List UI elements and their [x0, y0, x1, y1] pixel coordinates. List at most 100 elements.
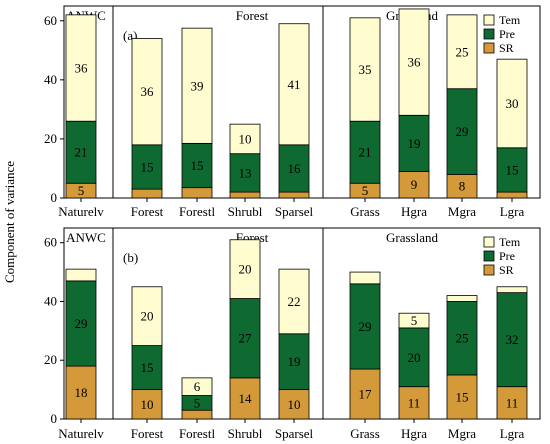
- bar-tem-lgra: [496, 286, 528, 294]
- bar-pre-lgra: [496, 147, 528, 193]
- bar-pre-naturelv: [65, 280, 97, 367]
- chart-panel-a: 0204060ANWCForestGrassland(a)52136Nature…: [44, 5, 541, 219]
- x-tick-label: Forest: [131, 204, 164, 219]
- legend-swatch-sr: [483, 42, 495, 54]
- data-label-sr: 11: [506, 395, 519, 410]
- bar-tem-lgra: [496, 58, 528, 149]
- data-label-pre: 21: [359, 145, 372, 160]
- bar-sr-forest: [131, 188, 163, 199]
- x-tick-label: Hgra: [401, 204, 427, 219]
- bar-tem-forestl: [181, 377, 213, 396]
- y-axis-label: Component of variance: [2, 161, 17, 283]
- bar-tem-mgra: [446, 14, 478, 90]
- y-tick-label: 0: [51, 190, 58, 205]
- x-tick-label: Naturelv: [58, 204, 104, 219]
- group-label: Forest: [236, 8, 269, 23]
- legend-label: Tem: [499, 13, 521, 27]
- data-label-sr: 5: [78, 183, 85, 198]
- x-tick-label: Forestl: [179, 204, 216, 219]
- data-label-tem: 36: [75, 61, 89, 76]
- bar-sr-lgra: [496, 386, 528, 420]
- panel-label: (b): [123, 250, 138, 265]
- x-tick-label: Forest: [131, 426, 164, 441]
- data-label-tem: 20: [239, 262, 252, 277]
- data-label-tem: 22: [288, 294, 301, 309]
- bar-pre-grass: [349, 283, 381, 370]
- bar-tem-shrubl: [229, 123, 261, 155]
- bar-tem-sparsel: [278, 268, 310, 335]
- bar-pre-naturelv: [65, 120, 97, 184]
- data-label-sr: 9: [411, 177, 418, 192]
- data-label-pre: 27: [239, 331, 253, 346]
- y-tick-label: 20: [44, 352, 57, 367]
- bar-sr-shrubl: [229, 377, 261, 420]
- legend-label: SR: [499, 263, 514, 277]
- bar-sr-naturelv: [65, 365, 97, 420]
- data-label-sr: 10: [141, 397, 154, 412]
- x-tick-label: Lgra: [500, 204, 525, 219]
- bar-pre-grass: [349, 120, 381, 184]
- data-label-sr: 10: [288, 397, 301, 412]
- bar-pre-shrubl: [229, 153, 261, 193]
- data-label-sr: 17: [359, 387, 373, 402]
- group-label: Grassland: [386, 230, 438, 245]
- data-label-tem: 25: [456, 44, 469, 59]
- bar-sr-sparsel: [278, 191, 310, 199]
- data-label-tem: 39: [191, 78, 204, 93]
- y-tick-label: 60: [44, 235, 57, 250]
- data-label-pre: 20: [408, 350, 421, 365]
- bar-tem-naturelv: [65, 268, 97, 282]
- data-label-tem: 6: [194, 379, 201, 394]
- chart-panel-b: 0 20 40 60 ANWC Forest Grassland (b) 18 29 Naturel…: [44, 227, 541, 441]
- x-tick-label: Sparsel: [275, 426, 314, 441]
- legend-swatch-tem: [483, 14, 495, 26]
- legend-swatch-tem: [483, 236, 495, 248]
- bar-tem-forest: [131, 38, 163, 146]
- data-label-pre: 15: [506, 162, 519, 177]
- bar-sr-forest: [131, 389, 163, 420]
- data-label-tem: 36: [141, 84, 155, 99]
- x-tick-label: Naturelv: [58, 426, 104, 441]
- bar-tem-hgra: [398, 8, 430, 116]
- bar-pre-hgra: [398, 327, 430, 388]
- bar-sr-forestl: [181, 187, 213, 199]
- data-label-sr: 14: [239, 391, 253, 406]
- data-label-sr: 8: [459, 179, 466, 194]
- legend-label: Tem: [499, 235, 521, 249]
- x-tick-label: Grass: [350, 204, 380, 219]
- data-label-pre: 15: [191, 158, 204, 173]
- data-label-sr: 11: [408, 395, 421, 410]
- bar-pre-sparsel: [278, 144, 310, 193]
- group-label: ANWC: [66, 230, 106, 245]
- y-tick-label: 60: [44, 13, 57, 28]
- x-tick-label: Hgra: [401, 426, 427, 441]
- data-label-pre: 25: [456, 331, 469, 346]
- data-label-pre: 19: [408, 136, 421, 151]
- legend-label: Pre: [499, 249, 515, 263]
- data-label-pre: 5: [194, 395, 201, 410]
- bar-tem-shrubl: [229, 239, 261, 299]
- bar-sr-hgra: [398, 171, 430, 199]
- data-label-pre: 19: [288, 354, 301, 369]
- bar-tem-sparsel: [278, 23, 310, 146]
- data-label-pre: 29: [75, 316, 88, 331]
- data-label-sr: 5: [362, 183, 369, 198]
- bar-tem-forestl: [181, 27, 213, 144]
- x-tick-label: Sparsel: [275, 204, 314, 219]
- x-tick-label: Shrubl: [228, 426, 263, 441]
- legend-label: SR: [499, 41, 514, 55]
- data-label-pre: 15: [141, 360, 154, 375]
- data-label-pre: 21: [75, 145, 88, 160]
- bar-tem-hgra: [398, 312, 430, 329]
- data-label-sr: 18: [75, 385, 88, 400]
- y-tick-label: 40: [44, 293, 57, 308]
- data-label-tem: 36: [408, 55, 422, 70]
- y-tick-label: 20: [44, 131, 57, 146]
- data-label-tem: 20: [141, 309, 154, 324]
- data-label-pre: 32: [506, 332, 519, 347]
- bar-tem-grass: [349, 17, 381, 122]
- bar-pre-shrubl: [229, 298, 261, 379]
- legend-label: Pre: [499, 27, 515, 41]
- bar-sr-lgra: [496, 191, 528, 199]
